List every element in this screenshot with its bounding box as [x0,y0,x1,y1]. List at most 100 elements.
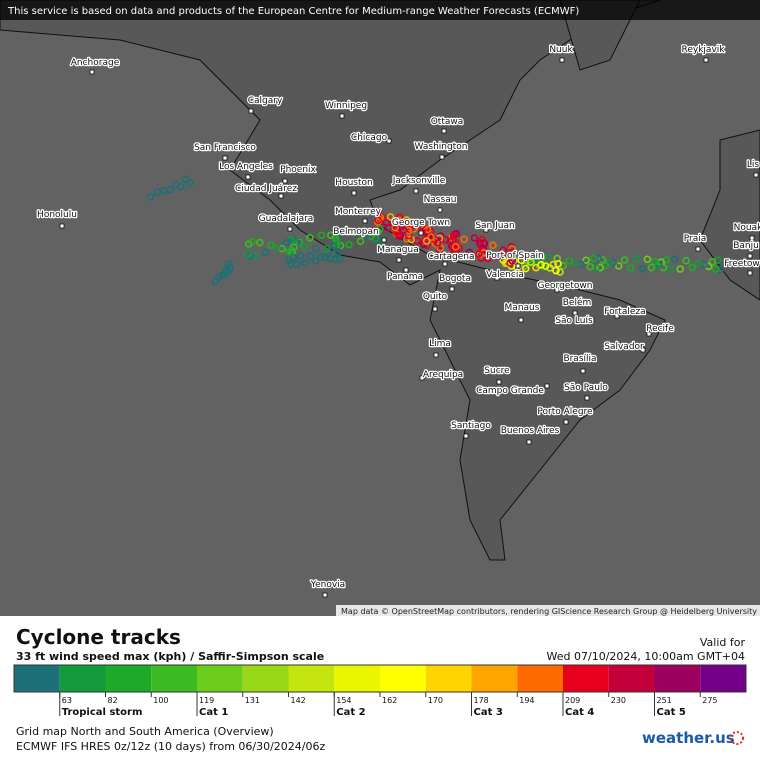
city-label: George Town [392,218,450,228]
track-point [436,247,444,255]
city-dot [381,237,387,243]
track-point [643,255,652,264]
city-label: Winnipeg [325,101,367,111]
city-dot [526,439,532,445]
city-label: Banju [733,241,759,251]
track-point [499,246,508,255]
tracks [146,175,724,286]
track-point [676,265,684,273]
track-point [374,227,382,236]
city-label: Lis [747,160,760,170]
track-point [306,234,314,242]
city-label: Belmopan [333,227,378,237]
track-point [244,250,253,258]
scale-swatch [654,665,701,692]
track-point [494,252,503,261]
track-point [374,216,383,224]
city-dot [496,379,502,385]
city-dot [441,128,447,134]
track-point [452,245,460,254]
city-dot [494,275,500,281]
city-label: Ottawa [431,117,464,127]
city-label: Chicago [351,133,388,143]
track-point [478,235,486,244]
track-point [311,244,320,253]
track-point [694,259,703,268]
track-point [620,256,629,264]
track-point [306,252,315,260]
scale-swatch [151,665,197,692]
track-point [670,255,679,264]
track-point [350,228,359,237]
scale-tick-label: 178 [474,696,489,705]
track-point [586,263,595,271]
track-point [295,238,304,247]
city-label: Nassau [424,195,457,205]
scale-swatch [471,665,518,692]
city-dot [89,69,95,75]
scale-swatch [197,665,243,692]
city-label: Manaus [505,303,540,313]
scale-swatch [242,665,289,692]
map-credit: Map data © OpenStreetMap contributors, r… [341,607,757,616]
land [699,129,760,301]
city-dot [572,310,578,316]
scale-tick-label: 63 [62,696,72,705]
track-point [422,237,431,245]
track-point [427,233,435,241]
track-point [296,252,305,260]
city-label: Fortaleza [604,307,645,317]
track-point [374,208,382,216]
valid-label: Valid for [700,636,746,649]
credit-bg [336,605,760,616]
track-point [317,253,325,261]
track-point [362,231,371,239]
city-dot [589,317,595,323]
city-label: Anchorage [71,58,120,68]
city-dot [563,419,569,425]
city-dot [463,433,469,439]
track-point [326,231,335,239]
scale-tick-label: 194 [519,696,534,705]
scale-swatch [700,665,746,692]
category-label: Cat 4 [565,707,594,718]
track-point [499,256,507,264]
track-point [244,240,253,248]
track-point [336,255,344,263]
track-point [160,186,168,195]
track-point [449,232,458,240]
track-point [395,213,404,222]
scale-tick-label: 82 [108,696,118,705]
scale-tick-label: 154 [336,696,351,705]
city-dot [322,592,328,598]
track-point [556,268,564,276]
scale-tick-label: 275 [702,696,717,705]
scale-tick-label: 209 [565,696,580,705]
track-point [541,262,550,270]
color-scale: 63 82 100 119 131 142 154 162 170 178 194 209 230 251… [13,664,747,718]
track-point [288,234,297,243]
city-dot [386,138,392,144]
city-label: San Juan [475,221,514,231]
notice: This service is based on data and produc… [7,6,579,17]
track-point [267,241,275,249]
city-dot [339,113,345,119]
city-label: Honolulu [37,210,77,220]
city-dot [351,190,357,196]
city-dot [646,331,652,337]
city-dot [640,347,646,353]
city-label: Valencia [486,270,524,280]
track-point [325,254,334,263]
city-label: Yenovia [310,580,345,590]
scale-swatch [105,665,152,692]
city-dot [282,178,288,184]
land [0,0,666,561]
track-point [356,237,365,246]
city-label: Nuuk [549,45,573,55]
city-label: Brasília [563,354,596,364]
city-label: Guadalajara [259,214,314,224]
city-dot [753,172,759,178]
track-point [311,256,320,265]
city-dot [222,155,228,161]
